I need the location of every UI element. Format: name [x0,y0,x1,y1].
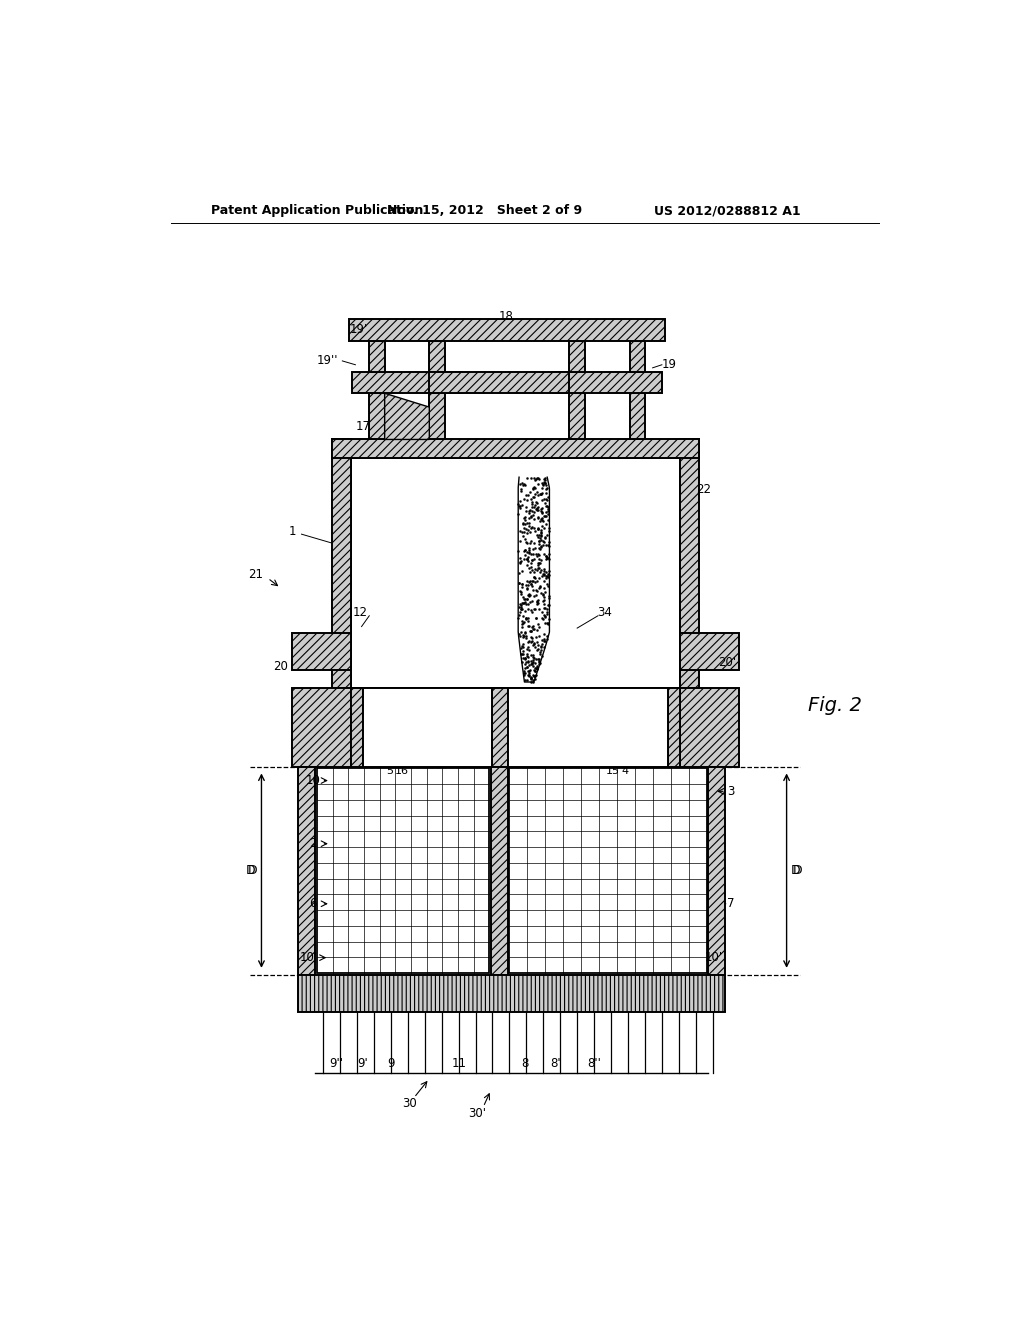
Text: 9: 9 [387,1056,394,1069]
Text: 7: 7 [727,898,735,911]
Text: US 2012/0288812 A1: US 2012/0288812 A1 [654,205,801,218]
Bar [509,768,707,973]
Bar [333,688,698,706]
Bar [553,372,662,393]
Text: Fig. 2: Fig. 2 [808,696,862,714]
Text: 30: 30 [402,1097,417,1110]
Bar [680,440,698,706]
Text: 17: 17 [355,420,371,433]
Text: 21: 21 [248,568,263,581]
Text: D: D [246,865,256,878]
Bar [429,393,444,440]
Polygon shape [385,393,429,440]
Text: 19': 19' [349,323,368,335]
Text: 1: 1 [289,525,296,539]
Text: 30': 30' [468,1106,486,1119]
Text: 13: 13 [422,714,437,727]
Text: 2: 2 [309,837,316,850]
Bar [569,341,585,372]
Bar [569,393,585,440]
Text: 14: 14 [470,705,484,718]
Text: D: D [248,865,257,878]
Bar [364,688,493,767]
Bar [292,632,351,669]
Text: 16: 16 [394,766,409,776]
Text: 9'': 9'' [329,1056,343,1069]
Text: 8'': 8'' [587,1056,601,1069]
Text: 18: 18 [499,310,514,323]
Bar [493,688,508,767]
Text: 20': 20' [718,656,736,669]
Bar [316,768,489,973]
Text: D: D [791,865,801,878]
Bar [680,632,739,669]
Text: 19'': 19'' [317,354,338,367]
Bar [668,688,680,767]
Bar [708,767,725,974]
Bar [429,372,569,393]
Bar [630,393,645,440]
Bar [680,688,739,767]
Bar [351,688,364,767]
Bar [370,341,385,372]
Bar [508,688,668,767]
Bar [490,767,508,974]
Text: 8: 8 [521,1056,528,1069]
Text: 19: 19 [663,358,677,371]
Text: 10': 10' [706,952,723,964]
Text: Patent Application Publication: Patent Application Publication [211,205,424,218]
Bar [349,319,665,341]
Text: 6: 6 [309,898,316,911]
Text: 5: 5 [386,766,393,776]
Bar [352,372,462,393]
Text: 10': 10' [300,952,318,964]
Bar [630,341,645,372]
Text: 3: 3 [727,785,735,797]
Text: 4: 4 [622,766,629,776]
Text: 20: 20 [273,660,289,673]
Text: 22: 22 [696,483,711,496]
Bar [429,341,444,372]
Text: Nov. 15, 2012   Sheet 2 of 9: Nov. 15, 2012 Sheet 2 of 9 [387,205,583,218]
Bar [370,393,385,440]
Bar [292,688,351,767]
Text: 9': 9' [357,1056,369,1069]
Text: 15: 15 [605,766,620,776]
Bar [298,974,725,1011]
Text: 8': 8' [550,1056,561,1069]
Bar [333,440,351,706]
Bar [333,440,698,458]
Bar [351,458,680,688]
Text: D: D [793,865,802,878]
Text: 34: 34 [597,606,611,619]
Polygon shape [518,478,550,682]
Bar [298,767,315,974]
Text: 10: 10 [305,774,321,787]
Text: 11: 11 [452,1056,467,1069]
Text: 12: 12 [352,606,368,619]
